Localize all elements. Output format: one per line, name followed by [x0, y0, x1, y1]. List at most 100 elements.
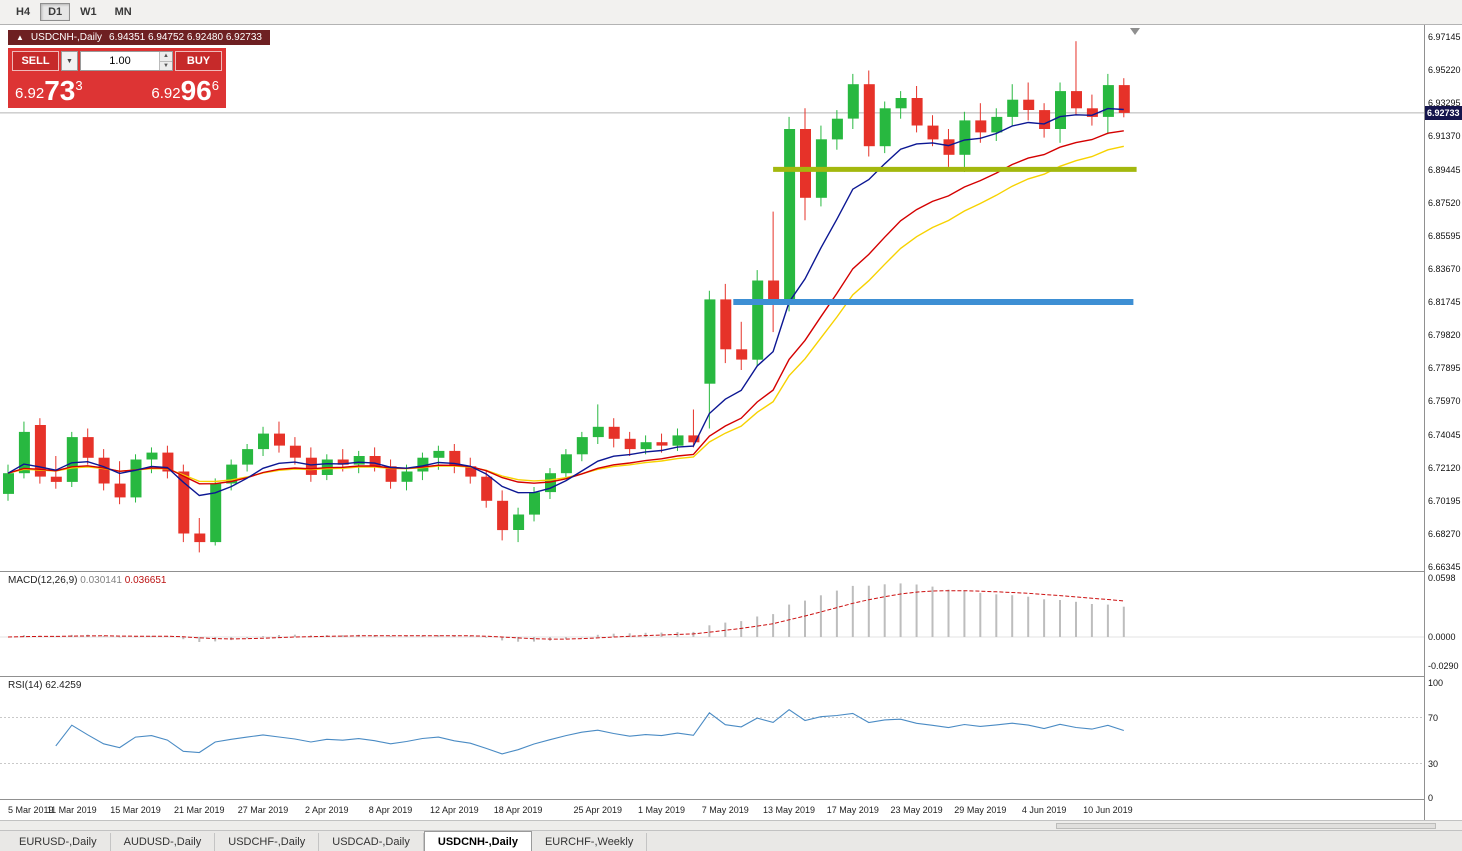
- date-axis-label: 7 May 2019: [701, 805, 749, 815]
- macd-axis-label: 0.0000: [1428, 632, 1456, 642]
- symbol-ohlc-bar: ▲ USDCNH-,Daily 6.94351 6.94752 6.92480 …: [8, 30, 270, 45]
- date-axis-label: 25 Apr 2019: [573, 805, 623, 815]
- sell-price-big: 6.92: [15, 85, 45, 102]
- buy-price-pips: 96: [180, 75, 212, 107]
- chart-tab-audusd-daily[interactable]: AUDUSD-,Daily: [111, 833, 216, 851]
- rsi-line: [55, 709, 1124, 755]
- macd-signal-value: 0.036651: [124, 575, 167, 586]
- chart-tab-eurchf-weekly[interactable]: EURCHF-,Weekly: [532, 833, 648, 851]
- volume-dropdown-button[interactable]: ▼: [61, 51, 78, 71]
- buy-price-big: 6.92: [151, 85, 181, 102]
- price-axis-label: 6.81745: [1428, 297, 1461, 307]
- buy-button[interactable]: BUY: [175, 51, 222, 71]
- timeframe-button-h4[interactable]: H4: [8, 3, 38, 21]
- chart-shift-marker[interactable]: [1130, 28, 1140, 35]
- volume-stepper: ▲ ▼: [159, 52, 172, 70]
- price-axis-label: 6.72120: [1428, 462, 1461, 473]
- sell-price-sup: 3: [75, 78, 83, 93]
- price-axis-label: 6.66345: [1428, 562, 1461, 572]
- date-axis-label: 10 Jun 2019: [1083, 805, 1133, 815]
- sell-price: 6.92 73 3: [15, 75, 83, 107]
- rsi-axis-label: 0: [1428, 793, 1434, 803]
- rsi-axis-label: 100: [1428, 678, 1444, 688]
- price-axis-label: 6.68270: [1428, 528, 1461, 539]
- trade-prices-row: 6.92 73 3 6.92 96 6: [12, 75, 222, 107]
- sell-button[interactable]: SELL: [12, 51, 59, 71]
- date-axis-label: 13 May 2019: [763, 805, 816, 815]
- macd-axis-label: -0.0290: [1428, 660, 1459, 671]
- macd-signal-line: [7, 590, 1124, 640]
- macd-value: 0.030141: [80, 575, 122, 586]
- rsi-label: RSI(14) 62.4259: [8, 680, 81, 691]
- macd-name: MACD(12,26,9): [8, 575, 78, 586]
- price-axis[interactable]: 6.92733 6.97145 6.95220 6.93295 6.91370 6.89…: [1424, 25, 1462, 820]
- buy-price-sup: 6: [211, 78, 219, 93]
- date-axis-label: 11 Mar 2019: [46, 805, 97, 815]
- pane-separator[interactable]: [0, 571, 1462, 572]
- price-axis-label: 6.79820: [1428, 330, 1461, 341]
- pane-separator[interactable]: [0, 799, 1462, 800]
- date-axis-label: 23 May 2019: [890, 805, 943, 815]
- price-axis-label: 6.87520: [1428, 197, 1461, 208]
- date-axis-label: 18 Apr 2019: [493, 805, 543, 815]
- macd-histogram: [22, 583, 1125, 642]
- symbol-ohlc-values: 6.94351 6.94752 6.92480 6.92733: [109, 32, 262, 43]
- volume-increase-button[interactable]: ▲: [160, 52, 172, 62]
- buy-price: 6.92 96 6: [151, 75, 219, 107]
- price-axis-label: 6.83670: [1428, 263, 1461, 274]
- date-axis-label: 2 Apr 2019: [305, 805, 349, 815]
- date-axis-label: 21 Mar 2019: [173, 805, 225, 815]
- price-chart[interactable]: [0, 26, 1424, 571]
- current-price-badge: 6.92733: [1425, 106, 1462, 120]
- volume-decrease-button[interactable]: ▼: [160, 61, 172, 70]
- price-axis-label: 6.74045: [1428, 429, 1461, 440]
- rsi-axis-label: 70: [1428, 712, 1439, 723]
- chart-tab-usdchf-daily[interactable]: USDCHF-,Daily: [215, 833, 320, 851]
- rsi-axis-label: 30: [1428, 758, 1439, 769]
- macd-pane[interactable]: [0, 572, 1424, 676]
- chart-tabbar: EURUSD-,Daily AUDUSD-,Daily USDCHF-,Daily U…: [0, 831, 1462, 851]
- pane-separator[interactable]: [0, 676, 1462, 677]
- symbol-title: USDCNH-,Daily: [30, 32, 103, 43]
- timeframe-button-d1[interactable]: D1: [40, 3, 71, 21]
- price-axis-label: 6.75970: [1428, 396, 1461, 407]
- date-axis-label: 12 Apr 2019: [430, 805, 479, 815]
- macd-label: MACD(12,26,9) 0.030141 0.036651: [8, 575, 166, 586]
- volume-field-group: ▲ ▼: [80, 51, 173, 71]
- date-axis-label: 29 May 2019: [954, 805, 1007, 815]
- timeframe-button-w1[interactable]: W1: [72, 3, 105, 21]
- moving-averages: [7, 107, 1124, 497]
- date-axis-label: 17 May 2019: [826, 805, 879, 815]
- trade-panel: SELL ▼ ▲ ▼ BUY 6.92 73 3 6.92 96 6: [8, 48, 226, 108]
- price-axis-label: 6.95220: [1428, 65, 1461, 76]
- chart-icon: ▲: [16, 32, 24, 42]
- rsi-value: 62.4259: [45, 680, 82, 691]
- volume-input[interactable]: [81, 52, 159, 70]
- sell-price-pips: 73: [44, 75, 76, 107]
- price-axis-label: 6.77895: [1428, 363, 1461, 374]
- price-axis-label: 6.93295: [1428, 98, 1461, 109]
- price-axis-label: 6.85595: [1428, 230, 1461, 241]
- price-axis-label: 6.97145: [1428, 32, 1461, 42]
- timeframe-toolbar: H4 D1 W1 MN: [0, 0, 1462, 25]
- trend-lines: [733, 166, 1137, 305]
- date-axis[interactable]: 5 Mar 2019 11 Mar 2019 15 Mar 2019 21 Mar 2…: [0, 800, 1424, 820]
- macd-axis-label: 0.0598: [1428, 572, 1456, 583]
- chevron-down-icon: ▼: [66, 57, 73, 65]
- chart-tab-usdcad-daily[interactable]: USDCAD-,Daily: [319, 833, 424, 851]
- date-axis-label: 5 Mar 2019: [8, 805, 54, 815]
- date-axis-label: 15 Mar 2019: [110, 805, 161, 815]
- timeframe-button-mn[interactable]: MN: [107, 3, 140, 21]
- price-axis-label: 6.70195: [1428, 495, 1461, 506]
- chart-tab-eurusd-daily[interactable]: EURUSD-,Daily: [6, 833, 111, 851]
- trade-controls-row: SELL ▼ ▲ ▼ BUY: [12, 51, 222, 71]
- rsi-pane[interactable]: [0, 677, 1424, 799]
- candles: [3, 41, 1130, 553]
- horizontal-scrollbar[interactable]: [0, 820, 1462, 831]
- price-axis-label: 6.89445: [1428, 164, 1461, 175]
- scrollbar-thumb[interactable]: [1056, 823, 1436, 829]
- chart-tab-usdcnh-daily[interactable]: USDCNH-,Daily: [423, 831, 532, 851]
- date-axis-label: 8 Apr 2019: [368, 805, 413, 815]
- date-axis-label: 1 May 2019: [638, 805, 686, 815]
